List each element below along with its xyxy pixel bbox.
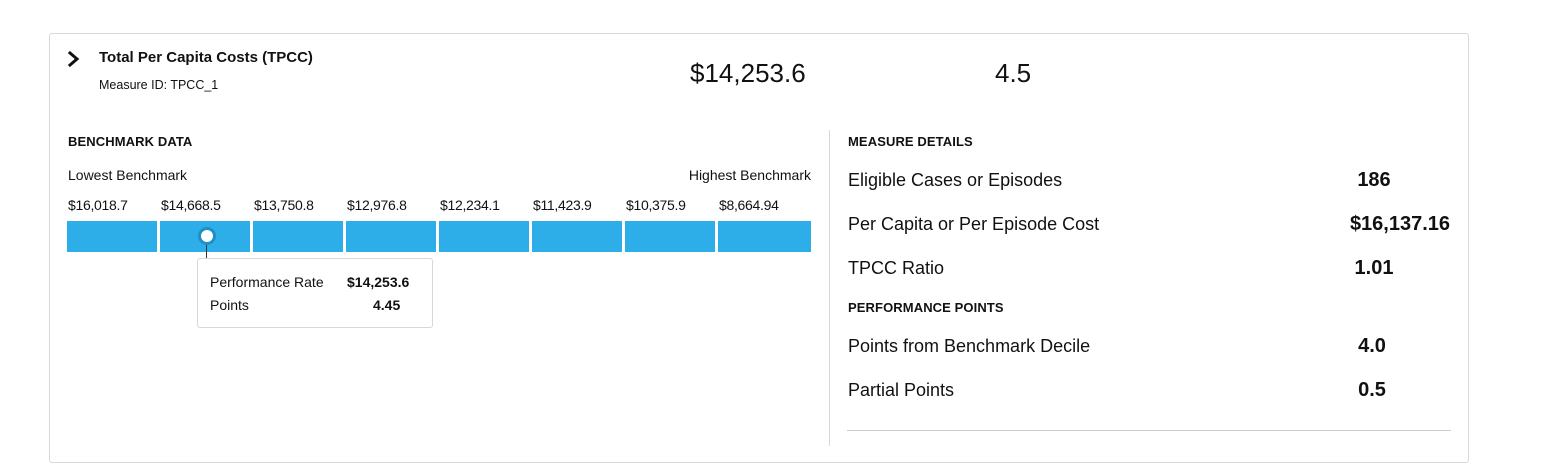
tooltip-rate-label: Performance Rate [210,274,324,290]
points-row-value: 0.5 [1358,379,1386,401]
measure-details-heading: MEASURE DETAILS [848,134,973,149]
decile-bar[interactable] [532,221,622,252]
detail-value: 186 [1357,169,1391,191]
points-label: Partial Points [848,380,955,400]
points-row-value: 4.0 [1358,335,1386,357]
decile-label: $12,234.1 [440,197,500,213]
decile-bar[interactable] [625,221,715,252]
tooltip-rate-value: $14,253.6 [347,274,410,290]
decile-bar[interactable] [718,221,811,252]
benchmark-deciles: $16,018.7 $14,668.5 $13,750.8 $12,976.8 … [67,197,811,253]
performance-tooltip: Performance Rate $14,253.6 Points 4.45 [197,258,433,328]
decile-label: $10,375.9 [626,197,686,213]
tooltip-points-value: 4.45 [373,297,401,313]
detail-label: TPCC Ratio [848,258,945,278]
decile-label: $14,668.5 [161,197,221,213]
decile-label: $13,750.8 [254,197,314,213]
section-divider [847,430,1451,431]
detail-value: 1.01 [1354,257,1394,279]
decile-bar[interactable] [346,221,436,252]
detail-label: Eligible Cases or Episodes [848,170,1063,190]
points-label: Points from Benchmark Decile [848,336,1091,356]
performance-marker[interactable] [198,227,216,245]
performance-rate-value: $14,253.6 [690,58,806,88]
column-divider [829,130,830,446]
highest-benchmark-label: Highest Benchmark [688,167,811,183]
detail-label: Per Capita or Per Episode Cost [848,214,1100,234]
lowest-benchmark-label: Lowest Benchmark [68,167,188,183]
decile-label: $11,423.9 [533,197,592,213]
decile-bar[interactable] [439,221,529,252]
decile-label: $12,976.8 [347,197,407,213]
decile-label: $8,664.94 [719,197,779,213]
performance-points-heading: PERFORMANCE POINTS [848,300,1004,315]
points-value: 4.5 [995,58,1032,88]
decile-bar[interactable] [253,221,343,252]
chevron-right-icon[interactable] [66,51,82,67]
benchmark-heading: BENCHMARK DATA [68,134,193,149]
decile-bar[interactable] [67,221,157,252]
detail-value: $16,137.16 [1349,213,1451,235]
measure-id: Measure ID: TPCC_1 [99,78,219,92]
decile-label: $16,018.7 [68,197,128,213]
tooltip-pointer [206,245,207,259]
measure-title: Total Per Capita Costs (TPCC) [99,49,313,66]
tooltip-points-label: Points [210,297,249,313]
